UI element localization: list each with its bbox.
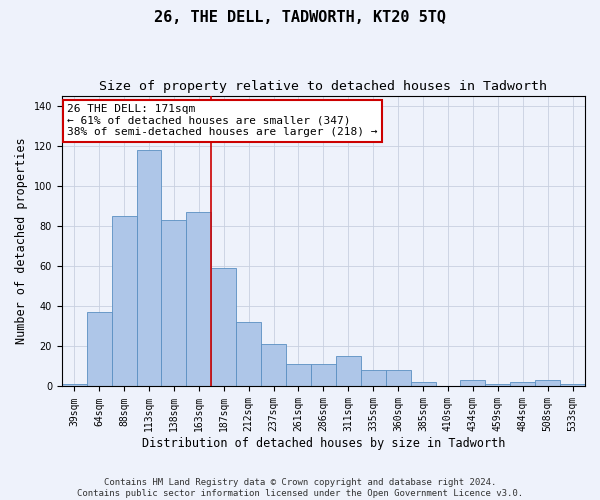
Bar (161, 220, 187, 386)
Y-axis label: Number of detached properties: Number of detached properties (15, 138, 28, 344)
X-axis label: Distribution of detached houses by size in Tadworth: Distribution of detached houses by size … (142, 437, 505, 450)
Bar (460, 380, 485, 386)
Bar (286, 364, 311, 386)
Bar (86, 312, 112, 386)
Bar (236, 322, 261, 386)
Bar (410, 382, 436, 386)
Bar (211, 268, 236, 386)
Bar (187, 212, 211, 386)
Bar (535, 380, 560, 386)
Text: Contains HM Land Registry data © Crown copyright and database right 2024.
Contai: Contains HM Land Registry data © Crown c… (77, 478, 523, 498)
Bar (336, 356, 361, 386)
Bar (62, 384, 86, 386)
Bar (361, 370, 386, 386)
Bar (311, 364, 336, 386)
Bar (137, 150, 161, 386)
Bar (510, 382, 535, 386)
Bar (485, 384, 510, 386)
Text: 26, THE DELL, TADWORTH, KT20 5TQ: 26, THE DELL, TADWORTH, KT20 5TQ (154, 10, 446, 25)
Text: 26 THE DELL: 171sqm
← 61% of detached houses are smaller (347)
38% of semi-detac: 26 THE DELL: 171sqm ← 61% of detached ho… (67, 104, 377, 138)
Bar (386, 370, 410, 386)
Bar (560, 384, 585, 386)
Bar (112, 216, 137, 386)
Bar (261, 344, 286, 387)
Title: Size of property relative to detached houses in Tadworth: Size of property relative to detached ho… (100, 80, 547, 93)
